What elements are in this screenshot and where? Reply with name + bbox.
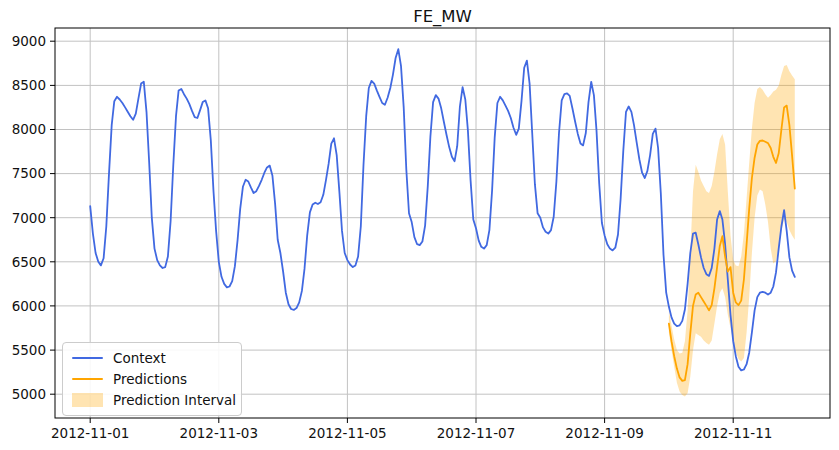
y-tick-label: 5000	[12, 386, 46, 402]
y-tick-label: 6000	[12, 298, 46, 314]
predictions-line-swatch	[72, 378, 103, 380]
y-tick-label: 8500	[12, 77, 46, 93]
x-tick-label: 2012-11-11	[694, 425, 772, 441]
legend-item-prediction-interval: Prediction Interval	[72, 392, 231, 408]
y-axis: 5000 5500 6000 6500 7000 7500 8000 8500 9000	[12, 33, 55, 402]
y-tick-label: 5500	[12, 342, 46, 358]
x-tick-label: 2012-11-07	[437, 425, 515, 441]
chart-title: FE_MW	[55, 7, 830, 26]
legend: Context Predictions Prediction Interval	[62, 342, 242, 416]
legend-label-context: Context	[113, 350, 166, 366]
y-tick-label: 9000	[12, 33, 46, 49]
y-tick-label: 7000	[12, 210, 46, 226]
y-tick-label: 7500	[12, 165, 46, 181]
x-tick-label: 2012-11-05	[308, 425, 386, 441]
legend-label-prediction-interval: Prediction Interval	[113, 392, 236, 408]
legend-label-predictions: Predictions	[113, 371, 187, 387]
figure: FE_MW 5000 5500 6000 6500 7000 7500 8000 8500 90…	[0, 0, 839, 450]
x-axis: 2012-11-01 2012-11-03 2012-11-05 2012-11-07…	[51, 418, 772, 441]
context-line-swatch	[72, 357, 103, 359]
prediction-interval-swatch	[72, 393, 103, 407]
x-tick-label: 2012-11-09	[565, 425, 643, 441]
x-tick-label: 2012-11-01	[51, 425, 129, 441]
legend-item-context: Context	[72, 350, 231, 366]
legend-item-predictions: Predictions	[72, 371, 231, 387]
x-tick-label: 2012-11-03	[180, 425, 258, 441]
y-tick-label: 8000	[12, 121, 46, 137]
prediction-interval-band	[669, 65, 795, 396]
y-tick-label: 6500	[12, 254, 46, 270]
